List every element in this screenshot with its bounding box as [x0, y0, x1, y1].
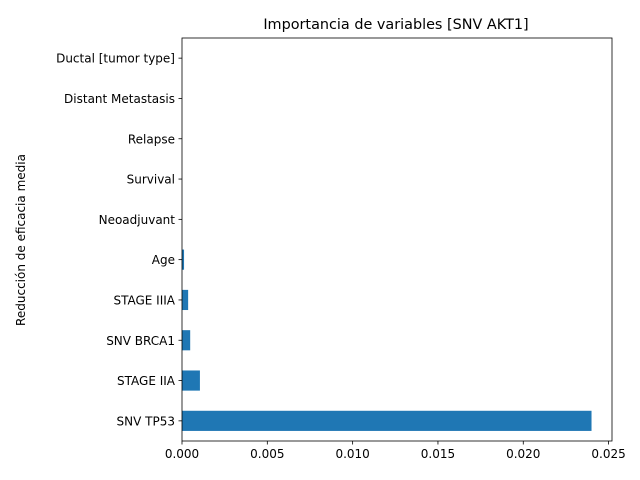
y-tick-label: STAGE IIA	[117, 374, 176, 388]
x-tick-label: 0.010	[335, 447, 369, 461]
bar	[182, 410, 592, 431]
plot-frame	[181, 37, 613, 442]
x-axis-ticks: 0.000 0.005 0.010 0.015 0.020 0.025	[165, 441, 626, 461]
bars-group	[182, 249, 592, 431]
y-axis-ticks: SNV TP53 STAGE IIA SNV BRCA1 STAGE IIIA Age N…	[56, 52, 182, 428]
x-tick-label: 0.020	[506, 447, 540, 461]
y-tick-label: SNV BRCA1	[106, 334, 175, 348]
x-tick-label: 0.005	[250, 447, 284, 461]
y-tick-label: Ductal [tumor type]	[56, 52, 175, 66]
chart-title: Importancia de variables [SNV AKT1]	[263, 17, 528, 33]
y-tick-label: Relapse	[128, 132, 175, 146]
y-tick-label: Distant Metastasis	[64, 92, 175, 106]
y-tick-label: Age	[152, 253, 175, 267]
bar	[182, 249, 185, 270]
y-axis-label: Reducción de eficacia media	[14, 154, 28, 326]
bar	[182, 370, 200, 391]
x-tick-label: 0.015	[421, 447, 455, 461]
x-tick-label: 0.000	[165, 447, 199, 461]
x-tick-label: 0.025	[591, 447, 625, 461]
y-tick-label: SNV TP53	[117, 414, 175, 428]
y-tick-label: STAGE IIIA	[113, 293, 175, 307]
y-tick-label: Neoadjuvant	[99, 213, 176, 227]
y-tick-label: Survival	[127, 173, 175, 187]
bar	[182, 289, 189, 311]
bar	[182, 330, 191, 351]
